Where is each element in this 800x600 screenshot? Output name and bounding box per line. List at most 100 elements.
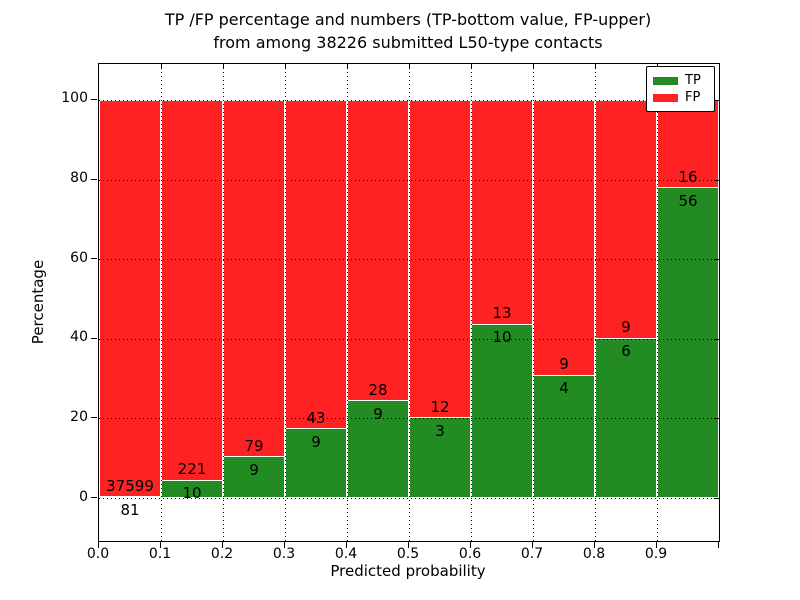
x-gridline	[532, 64, 534, 541]
y-gridline	[99, 259, 719, 261]
legend-swatch-fp	[653, 93, 678, 102]
legend-label: FP	[685, 90, 701, 105]
x-axis-tick	[221, 542, 223, 548]
fp-count-label: 16	[678, 167, 698, 186]
x-axis-label: Predicted probability	[330, 562, 486, 580]
tp-segment	[596, 338, 656, 498]
fp-count-label: 9	[621, 318, 631, 337]
x-gridline	[346, 64, 348, 541]
top-tick	[532, 64, 534, 69]
y-axis-tick	[91, 258, 97, 260]
legend-item-tp: TP	[653, 72, 708, 89]
tp-count-label: 10	[182, 484, 202, 503]
y-gridline	[99, 418, 719, 420]
x-tick-label: 0.2	[210, 546, 234, 562]
stacked-bar-0.9-1.0	[657, 100, 719, 499]
x-gridline	[470, 64, 472, 541]
x-axis-tick	[159, 542, 161, 548]
x-axis-tick	[407, 542, 409, 548]
stacked-bar-0.0-0.1	[99, 100, 161, 499]
stacked-bar-0.5-0.6	[409, 100, 471, 499]
x-gridline	[408, 64, 410, 541]
tp-segment	[100, 496, 160, 498]
tp-count-label: 6	[621, 342, 631, 361]
legend-label: TP	[685, 73, 701, 88]
fp-count-label: 12	[430, 397, 450, 416]
tp-count-label: 9	[373, 404, 383, 423]
plot-area: 37599 81 221 10 79 9 43 9 28 9 12 3 13 10 9 4 9 6 16 56	[98, 63, 720, 542]
x-axis-tick	[97, 542, 99, 548]
legend-swatch-tp	[653, 76, 678, 85]
x-tick-label: 0.8	[582, 546, 606, 562]
x-tick-label: 0.0	[86, 546, 110, 562]
fp-count-label: 43	[306, 408, 326, 427]
fp-count-label: 37599	[106, 476, 154, 495]
y-axis-tick	[91, 98, 97, 100]
fp-count-label: 9	[559, 355, 569, 373]
x-gridline	[284, 64, 286, 541]
y-axis-tick	[91, 497, 97, 498]
top-tick	[470, 64, 472, 69]
stacked-bar-0.8-0.9	[595, 100, 657, 499]
y-tick-label: 0	[79, 488, 88, 505]
x-axis-tick	[469, 542, 471, 548]
x-axis-tick	[283, 542, 285, 548]
x-axis-tick	[655, 542, 657, 548]
y-gridline	[99, 179, 719, 181]
top-tick	[222, 64, 224, 69]
x-gridline	[222, 64, 224, 541]
stacked-bar-0.4-0.5	[347, 100, 409, 499]
x-tick-label: 0.4	[334, 546, 358, 562]
right-tick	[714, 498, 719, 499]
tp-segment	[162, 480, 222, 498]
right-tick	[714, 338, 719, 340]
legend-item-fp: FP	[653, 89, 708, 106]
tp-segment	[286, 428, 346, 498]
top-tick	[346, 64, 348, 69]
x-tick-label: 0.6	[458, 546, 482, 562]
x-gridline	[160, 64, 162, 541]
x-tick-label: 0.5	[396, 546, 420, 562]
stacked-bar-0.7-0.8	[533, 100, 595, 499]
x-tick-label: 0.3	[272, 546, 296, 562]
y-gridline	[99, 338, 719, 340]
tp-segment	[534, 375, 594, 498]
fp-count-label: 13	[492, 304, 512, 323]
tp-count-label: 10	[492, 328, 512, 347]
stacked-bar-0.6-0.7	[471, 100, 533, 499]
legend: TP FP	[646, 66, 715, 112]
tp-segment	[410, 417, 470, 498]
tp-count-label: 9	[311, 432, 321, 451]
stacked-bar-0.1-0.2	[161, 100, 223, 499]
y-tick-label: 40	[70, 329, 88, 346]
tp-count-label: 4	[559, 379, 569, 397]
fp-count-label: 79	[244, 436, 264, 455]
tp-count-label: 9	[249, 460, 259, 479]
x-axis-tick	[531, 542, 533, 548]
y-axis-tick	[91, 178, 97, 180]
tp-segment	[224, 456, 284, 498]
tp-count-label: 3	[435, 421, 445, 440]
x-tick-label: 0.1	[148, 546, 172, 562]
x-tick-label: 0.7	[520, 546, 544, 562]
y-tick-label: 20	[70, 408, 88, 425]
tp-segment	[658, 187, 718, 498]
x-axis-tick	[593, 542, 595, 548]
right-tick	[714, 418, 719, 420]
tp-count-label: 81	[120, 500, 140, 519]
chart-title-line2: from among 38226 submitted L50-type cont…	[213, 33, 603, 52]
right-tick	[714, 259, 719, 261]
y-tick-label: 60	[70, 249, 88, 266]
top-tick	[594, 64, 596, 69]
top-tick	[160, 64, 162, 69]
y-tick-label: 80	[70, 170, 88, 187]
y-gridline	[99, 498, 719, 499]
x-tick-label: 0.9	[644, 546, 668, 562]
y-tick-label: 100	[61, 90, 88, 107]
x-gridline	[656, 64, 658, 541]
top-tick	[284, 64, 286, 69]
y-axis-tick	[91, 417, 97, 419]
chart-title-line1: TP /FP percentage and numbers (TP-bottom…	[164, 10, 652, 29]
y-axis-tick	[91, 337, 97, 339]
fp-count-label: 28	[368, 380, 388, 399]
